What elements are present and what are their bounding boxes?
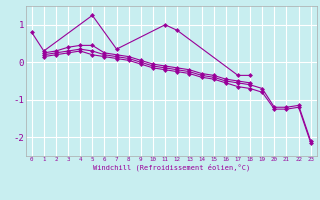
X-axis label: Windchill (Refroidissement éolien,°C): Windchill (Refroidissement éolien,°C) <box>92 164 250 171</box>
